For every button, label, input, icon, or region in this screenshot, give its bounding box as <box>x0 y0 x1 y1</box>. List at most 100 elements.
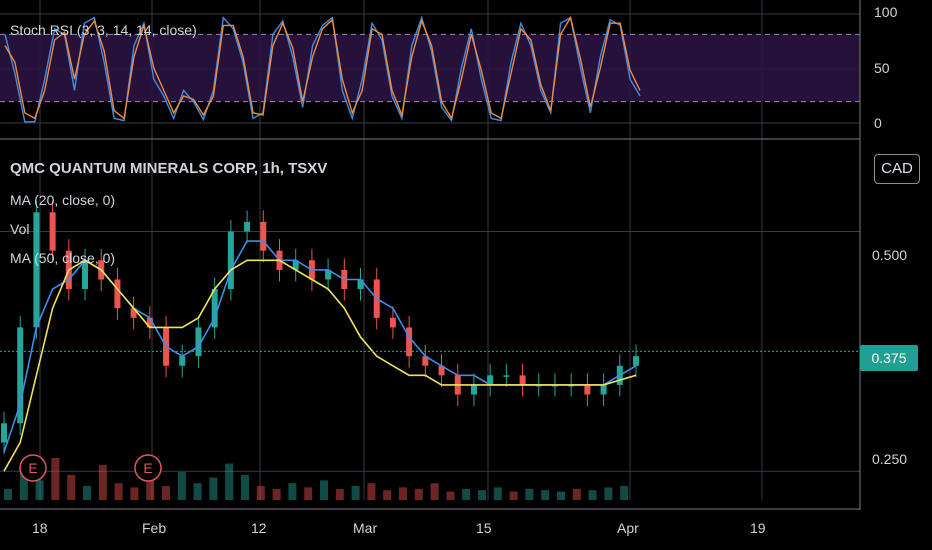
volume-bar <box>146 480 155 500</box>
volume-bar <box>177 472 186 500</box>
candle-body <box>406 327 413 357</box>
volume-bar <box>367 483 376 500</box>
candle-body <box>244 221 251 232</box>
volume-bar <box>162 486 170 500</box>
candle-body <box>82 260 89 290</box>
volume-bar <box>399 487 407 500</box>
time-tick-12: 12 <box>251 520 267 536</box>
stoch-series-k <box>4 15 641 123</box>
volume-bar <box>83 486 91 500</box>
vol-legend[interactable]: Vol <box>10 221 30 237</box>
volume-bar <box>320 480 328 500</box>
candle-body <box>292 260 299 270</box>
candle-body <box>195 327 202 357</box>
candle-body <box>470 384 477 395</box>
ma50-line <box>3 259 637 472</box>
candle-body <box>130 308 137 318</box>
time-tick-apr: Apr <box>617 520 639 536</box>
volume-bar <box>4 488 12 500</box>
volume-bar <box>67 474 76 500</box>
candle-body <box>179 356 186 366</box>
stoch-lines <box>4 15 641 123</box>
volume-bar <box>19 469 28 500</box>
candle-body <box>519 375 526 385</box>
time-tick-15: 15 <box>476 520 492 536</box>
time-tick-18: 18 <box>32 520 48 536</box>
volume-bar <box>351 486 360 500</box>
volume-bar <box>114 483 123 500</box>
symbol-title[interactable]: QMC QUANTUM MINERALS CORP, 1h, TSXV <box>10 160 328 177</box>
volume-bar <box>335 488 344 500</box>
candle-body <box>633 356 639 366</box>
volume-bar <box>604 487 613 500</box>
earnings-marker-circle <box>19 454 47 482</box>
stoch-tick-100: 100 <box>874 4 898 20</box>
volume-bar <box>288 483 297 500</box>
ma20-legend[interactable]: MA (20, close, 0) <box>10 192 116 208</box>
candle-body <box>33 212 40 328</box>
earnings-marker-label: E <box>28 460 37 476</box>
candle-body <box>503 375 510 377</box>
candle-body <box>146 317 153 328</box>
candles <box>1 200 639 454</box>
candle-body <box>325 269 332 280</box>
candle-body <box>600 384 607 395</box>
volume-bar <box>588 490 597 500</box>
candle-body <box>114 279 121 309</box>
time-tick-feb: Feb <box>142 520 167 536</box>
axis-lines <box>0 0 861 510</box>
volume-bar <box>225 463 234 500</box>
candle-body <box>389 317 396 328</box>
volume-bar <box>430 483 439 500</box>
currency-badge[interactable]: CAD <box>874 154 920 184</box>
candle-body <box>487 375 494 385</box>
price-tick-0500: 0.500 <box>872 247 908 263</box>
candle-body <box>227 231 234 290</box>
price-tick-0250: 0.250 <box>872 451 908 467</box>
volume-bar <box>525 488 534 500</box>
volume-bar <box>446 491 455 500</box>
volume-bar <box>572 488 581 500</box>
candle-body <box>422 356 429 366</box>
stoch-series-d <box>4 15 641 121</box>
volume-bar <box>383 490 392 500</box>
stoch-tick-0: 0 <box>874 115 882 131</box>
volume-bar <box>98 465 107 500</box>
last-price-badge: 0.375 <box>860 345 918 371</box>
ma50-legend[interactable]: MA (50, close, 0) <box>10 250 116 266</box>
volume-bar <box>304 487 313 500</box>
stoch-legend[interactable]: Stoch RSI (3, 3, 14, 14, close) <box>10 22 197 38</box>
volume-bar <box>209 477 218 500</box>
earnings-marker-circle <box>134 454 162 482</box>
ma-lines <box>0 240 860 472</box>
volume-bar <box>478 490 486 500</box>
volume-bar <box>256 486 265 500</box>
candle-body <box>438 365 445 376</box>
candle-body <box>260 221 267 251</box>
volume-bar <box>130 487 139 500</box>
candle-body <box>1 423 7 443</box>
volume-bar <box>35 480 44 500</box>
volume-bar <box>541 490 550 500</box>
volume-bar <box>414 488 423 500</box>
candle-body <box>211 289 218 328</box>
volume-bar <box>193 483 202 500</box>
candle-body <box>49 212 56 251</box>
volume-bar <box>493 487 502 500</box>
volume-bar <box>557 491 565 500</box>
volume-bar <box>462 488 471 500</box>
time-tick-19: 19 <box>750 520 766 536</box>
volume-bar <box>620 486 629 500</box>
earnings-marker-label: E <box>143 460 152 476</box>
stoch-tick-50: 50 <box>874 60 890 76</box>
volume-bar <box>51 458 60 500</box>
volume-bars <box>4 458 629 500</box>
volume-bar <box>272 488 281 500</box>
candle-body <box>584 384 591 395</box>
candle-body <box>357 279 364 290</box>
candle-body <box>17 327 24 424</box>
volume-bar <box>241 474 249 500</box>
time-tick-mar: Mar <box>353 520 378 536</box>
